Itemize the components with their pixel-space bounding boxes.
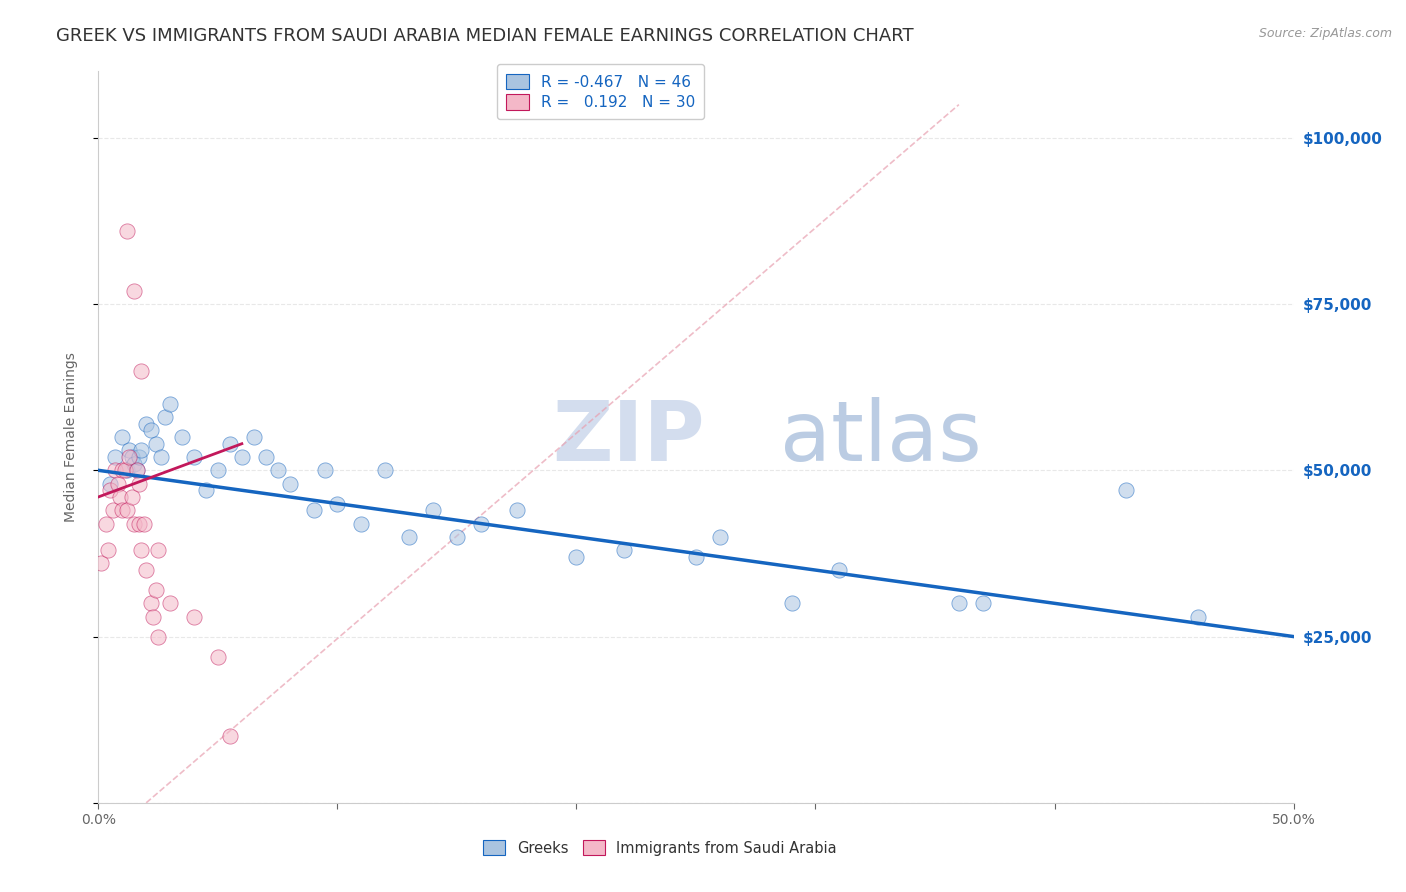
Point <box>128 516 150 531</box>
Point <box>565 549 588 564</box>
Point <box>124 457 146 471</box>
Point <box>172 430 194 444</box>
Point <box>374 463 396 477</box>
Point <box>159 397 181 411</box>
Y-axis label: Median Female Earnings: Median Female Earnings <box>63 352 77 522</box>
Point <box>125 463 148 477</box>
Point <box>108 490 131 504</box>
Point <box>613 543 636 558</box>
Point <box>780 596 803 610</box>
Point <box>111 503 134 517</box>
Point <box>107 476 129 491</box>
Point <box>139 424 162 438</box>
Point <box>125 463 148 477</box>
Point <box>104 450 127 464</box>
Legend: Greeks, Immigrants from Saudi Arabia: Greeks, Immigrants from Saudi Arabia <box>478 834 842 862</box>
Point <box>254 450 277 464</box>
Point <box>114 463 136 477</box>
Point <box>131 543 153 558</box>
Point <box>104 463 127 477</box>
Point <box>350 516 373 531</box>
Point <box>243 430 266 444</box>
Point <box>159 596 181 610</box>
Point <box>155 410 177 425</box>
Point <box>1115 483 1137 498</box>
Point <box>972 596 994 610</box>
Point <box>446 530 468 544</box>
Point <box>302 503 325 517</box>
Point <box>98 476 122 491</box>
Point <box>183 609 205 624</box>
Point <box>231 450 253 464</box>
Point <box>142 609 165 624</box>
Point <box>685 549 707 564</box>
Point <box>267 463 290 477</box>
Point <box>121 490 143 504</box>
Point <box>709 530 731 544</box>
Point <box>207 463 229 477</box>
Point <box>98 483 122 498</box>
Point <box>219 436 242 450</box>
Point <box>97 543 120 558</box>
Point <box>398 530 420 544</box>
Point <box>422 503 444 517</box>
Point <box>115 224 138 238</box>
Text: GREEK VS IMMIGRANTS FROM SAUDI ARABIA MEDIAN FEMALE EARNINGS CORRELATION CHART: GREEK VS IMMIGRANTS FROM SAUDI ARABIA ME… <box>56 27 914 45</box>
Point <box>948 596 970 610</box>
Text: Source: ZipAtlas.com: Source: ZipAtlas.com <box>1258 27 1392 40</box>
Point <box>94 516 117 531</box>
Point <box>128 450 150 464</box>
Point <box>111 463 134 477</box>
Point <box>148 630 170 644</box>
Point <box>506 503 529 517</box>
Point <box>219 729 242 743</box>
Point <box>111 430 134 444</box>
Text: ZIP: ZIP <box>553 397 704 477</box>
Point <box>135 417 157 431</box>
Point <box>118 443 141 458</box>
Point <box>470 516 492 531</box>
Point <box>149 450 172 464</box>
Point <box>828 563 851 577</box>
Point <box>115 463 138 477</box>
Point <box>207 649 229 664</box>
Point <box>148 543 170 558</box>
Point <box>145 436 167 450</box>
Point <box>131 363 153 377</box>
Point <box>195 483 218 498</box>
Point <box>115 503 138 517</box>
Point <box>124 516 146 531</box>
Point <box>278 476 301 491</box>
Point <box>145 582 167 597</box>
Point <box>101 503 124 517</box>
Point <box>135 563 157 577</box>
Point <box>183 450 205 464</box>
Point <box>131 443 153 458</box>
Point <box>124 284 146 298</box>
Point <box>315 463 337 477</box>
Point <box>118 450 141 464</box>
Point <box>1187 609 1209 624</box>
Point <box>90 557 112 571</box>
Point <box>132 516 155 531</box>
Point <box>121 450 143 464</box>
Point <box>128 476 150 491</box>
Text: atlas: atlas <box>779 397 981 477</box>
Point <box>326 497 349 511</box>
Point <box>139 596 162 610</box>
